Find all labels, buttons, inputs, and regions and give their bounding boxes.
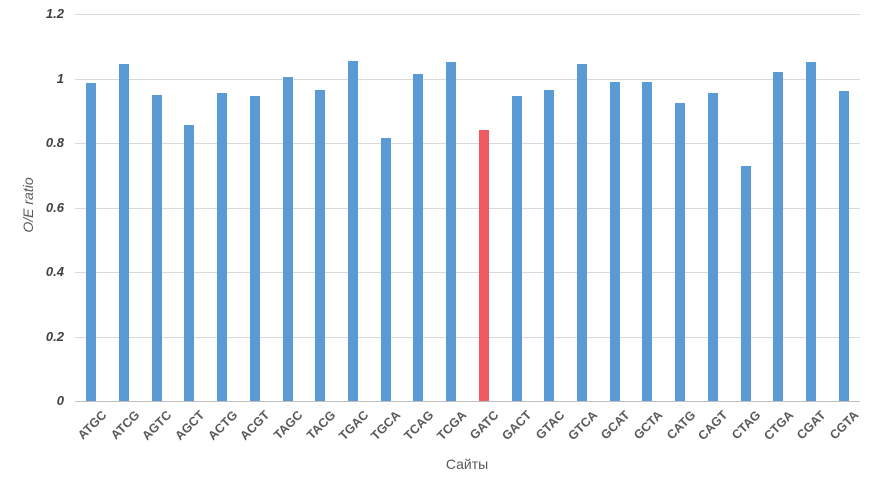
gridline-y-1 [75,78,860,80]
bar-AGCT [184,125,195,401]
bar-ATGC [86,83,97,401]
x-category-label-CGTA: CGTA [827,408,862,443]
x-category-label-ATGC: ATGC [74,408,110,443]
x-category-label-TCAG: TCAG [401,408,437,443]
y-tick-label-1: 1 [56,70,64,86]
x-category-label-GCTA: GCTA [631,408,666,443]
gridline-y-0.4 [75,272,860,273]
x-category-label-TCGA: TCGA [434,408,470,443]
bar-TACG [315,89,326,401]
x-category-label-CATG: CATG [663,408,699,443]
bar-CAGT [707,93,718,401]
y-tick-label-0.8: 0.8 [45,135,64,150]
bar-TGCA [380,138,391,401]
y-tick-label-0.4: 0.4 [45,264,64,279]
x-category-label-CTGA: CTGA [761,408,797,443]
x-category-label-ATCG: ATCG [107,408,142,443]
bar-TGAC [348,60,359,401]
bar-GACT [511,96,522,401]
bar-ACGT [249,96,260,401]
bar-CATG [675,102,686,401]
x-category-label-TAGC: TAGC [271,408,306,443]
x-category-label-GATC: GATC [467,408,502,443]
bar-TAGC [282,76,293,401]
x-category-label-AGTC: AGTC [139,408,175,443]
x-category-label-TGCA: TGCA [368,408,404,443]
bar-CTAG [740,165,751,401]
x-category-label-CGAT: CGAT [794,408,829,443]
gridline-y-0.2 [75,336,860,338]
bar-TCGA [446,62,457,401]
y-tick-label-0.6: 0.6 [45,199,64,215]
bar-CGAT [805,62,816,401]
plot-area [75,14,860,402]
bar-ATCG [119,64,130,401]
x-category-label-GCAT: GCAT [598,408,633,443]
bar-GTAC [544,89,555,401]
bar-GCTA [642,81,653,401]
gridline-y-1.2 [75,14,860,15]
bar-GATC [478,130,489,401]
gridline-y-0 [75,401,860,402]
bar-AGTC [151,94,162,401]
y-tick-label-0.2: 0.2 [45,328,64,344]
gridline-y-0.8 [75,143,860,144]
bar-GCAT [609,81,620,401]
bar-CGTA [838,91,849,401]
bar-GTCA [576,64,587,401]
x-category-label-AGCT: AGCT [172,408,208,443]
bar-TCAG [413,73,424,401]
x-category-label-GACT: GACT [499,408,535,443]
gridline-y-0.6 [75,207,860,209]
x-category-label-CAGT: CAGT [695,408,731,443]
x-category-label-TACG: TACG [303,408,339,443]
x-category-label-CTAG: CTAG [729,408,764,443]
y-tick-label-0: 0 [56,393,64,408]
x-axis-title: Сайты [445,456,489,472]
bar-CTGA [773,72,784,401]
bar-ACTG [217,93,228,401]
y-tick-label-1.2: 1.2 [45,6,64,21]
x-category-label-TGAC: TGAC [335,408,371,443]
x-category-label-ACGT: ACGT [237,408,273,443]
x-category-label-ACTG: ACTG [205,408,241,443]
x-category-label-GTAC: GTAC [532,408,568,443]
x-category-label-GTCA: GTCA [564,408,600,443]
